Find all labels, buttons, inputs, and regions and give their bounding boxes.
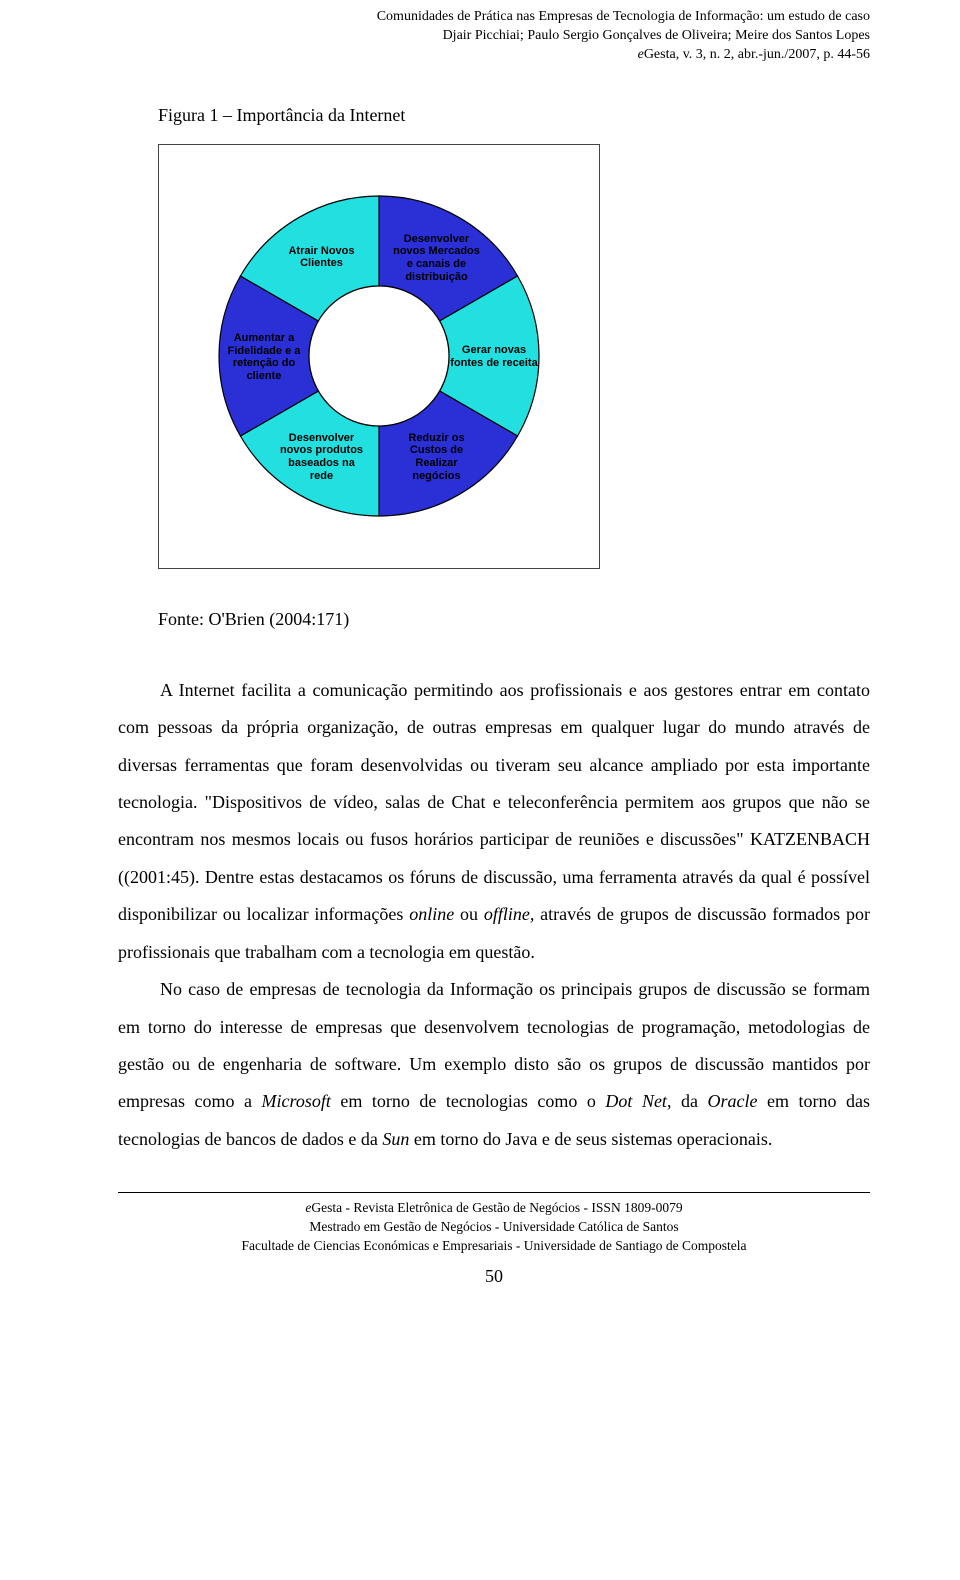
footer-block: eGesta - Revista Eletrônica de Gestão de… xyxy=(118,1199,870,1256)
p2-sun: Sun xyxy=(382,1129,409,1149)
p2-dotnet: Dot Net xyxy=(605,1091,667,1111)
p1-online: online xyxy=(409,904,454,924)
footer-line3: Facultade de Ciencias Económicas e Empre… xyxy=(118,1237,870,1256)
page: Comunidades de Prática nas Empresas de T… xyxy=(0,0,960,1580)
paragraph-1: A Internet facilita a comunicação permit… xyxy=(118,672,870,972)
donut-slice-label-4: Aumentar aFidelidade e aretenção doclien… xyxy=(209,332,319,383)
p2-text-e: em torno do Java e de seus sistemas oper… xyxy=(409,1129,772,1149)
footer-line1: eGesta - Revista Eletrônica de Gestão de… xyxy=(118,1199,870,1218)
paragraph-2: No caso de empresas de tecnologia da Inf… xyxy=(118,971,870,1158)
p2-text-c: , da xyxy=(667,1091,708,1111)
p1-text-b: ou xyxy=(454,904,484,924)
body-text: A Internet facilita a comunicação permit… xyxy=(118,672,870,1159)
donut-inner-hole xyxy=(309,286,449,426)
donut-slice-label-1: Gerar novasfontes de receita xyxy=(439,344,549,369)
p2-microsoft: Microsoft xyxy=(262,1091,331,1111)
running-head-line1: Comunidades de Prática nas Empresas de T… xyxy=(118,8,870,27)
p2-oracle: Oracle xyxy=(707,1091,757,1111)
running-head-line3-rest: Gesta, v. 3, n. 2, abr.-jun./2007, p. 44… xyxy=(644,47,870,62)
footer-line2: Mestrado em Gestão de Negócios - Univers… xyxy=(118,1218,870,1237)
donut-slice-label-0: Desenvolvernovos Mercadose canais dedist… xyxy=(382,233,492,284)
figure-source: Fonte: O'Brien (2004:171) xyxy=(158,609,870,630)
footer-rule xyxy=(118,1192,870,1193)
donut-chart: Desenvolvernovos Mercadose canais dedist… xyxy=(189,166,569,546)
donut-slice-label-3: Desenvolvernovos produtosbaseados narede xyxy=(267,432,377,483)
p1-text-a: A Internet facilita a comunicação permit… xyxy=(118,680,870,925)
running-head-line3: eGesta, v. 3, n. 2, abr.-jun./2007, p. 4… xyxy=(118,46,870,65)
p1-offline: offline, xyxy=(484,904,535,924)
p2-text-b: em torno de tecnologias como o xyxy=(331,1091,606,1111)
figure-box: Desenvolvernovos Mercadose canais dedist… xyxy=(158,144,600,569)
page-number: 50 xyxy=(118,1266,870,1287)
donut-slice-label-2: Reduzir osCustos deRealizarnegócios xyxy=(382,432,492,483)
footer-line1-rest: Gesta - Revista Eletrônica de Gestão de … xyxy=(311,1200,682,1215)
running-head-line2: Djair Picchiai; Paulo Sergio Gonçalves d… xyxy=(118,27,870,46)
figure-caption: Figura 1 – Importância da Internet xyxy=(158,105,870,126)
running-head: Comunidades de Prática nas Empresas de T… xyxy=(118,8,870,65)
donut-slice-label-5: Atrair NovosClientes xyxy=(267,245,377,270)
